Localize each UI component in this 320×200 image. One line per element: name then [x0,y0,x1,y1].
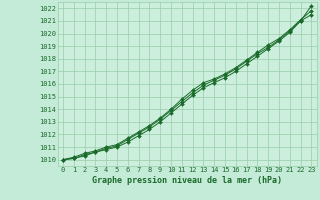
X-axis label: Graphe pression niveau de la mer (hPa): Graphe pression niveau de la mer (hPa) [92,176,282,185]
